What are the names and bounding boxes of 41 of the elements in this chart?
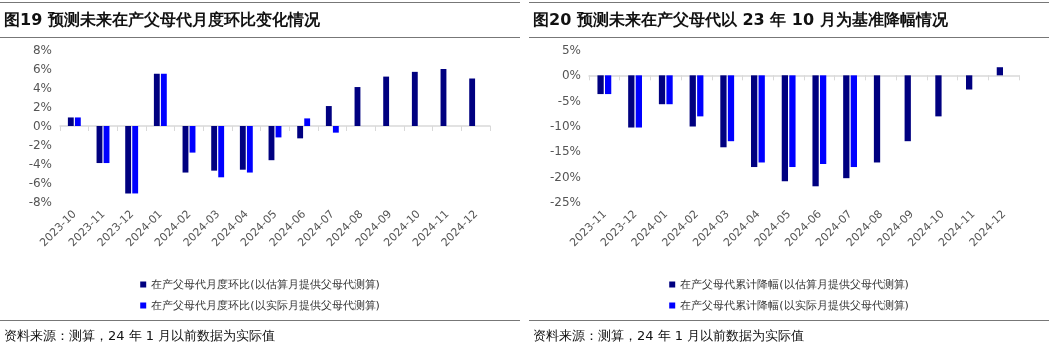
y-tick-label: 8% xyxy=(32,42,52,57)
y-tick-label: 2% xyxy=(32,99,52,114)
bar xyxy=(297,125,304,139)
bar xyxy=(153,73,160,126)
bar xyxy=(304,118,311,126)
bar xyxy=(67,117,74,126)
text: 资料来源：测算，24 年 1 月以前数据为实际值 xyxy=(533,327,806,345)
bar xyxy=(411,71,418,126)
bar xyxy=(469,78,476,126)
y-tick-label: -4% xyxy=(28,156,52,171)
bar xyxy=(332,125,339,133)
chart-title: 图20 预测未来在产父母代以 23 年 10 月为基准降幅情况 xyxy=(532,9,949,31)
bar xyxy=(125,125,132,194)
y-tick-label: -6% xyxy=(28,175,52,190)
y-tick-label: -15% xyxy=(549,144,581,159)
y-tick-label: 0% xyxy=(561,68,581,83)
bar xyxy=(239,125,246,170)
y-tick-label: -20% xyxy=(549,169,581,184)
legend-label: 在产父母代月度环比(以实际月提供父母代测算) xyxy=(151,298,380,312)
y-tick-label: -5% xyxy=(557,93,581,108)
y-tick-label: -8% xyxy=(28,194,52,209)
y-tick-label: 5% xyxy=(561,42,581,57)
y-tick-label: 6% xyxy=(32,61,52,76)
bar xyxy=(325,106,332,126)
chart-title: 图19 预测未来在产父母代月度环比变化情况 xyxy=(3,9,321,31)
y-tick-label: 4% xyxy=(32,80,52,95)
bar xyxy=(246,125,253,173)
legend-label: 在产父母代累计降幅(以估算月提供父母代测算) xyxy=(680,277,909,291)
bar xyxy=(74,117,81,126)
y-tick-label: -2% xyxy=(28,137,52,152)
bar xyxy=(160,73,167,126)
bar xyxy=(383,76,390,126)
y-tick-label: 0% xyxy=(32,118,52,133)
y-tick-label: -25% xyxy=(549,194,581,209)
bar xyxy=(211,125,218,171)
text: 资料来源：测算，24 年 1 月以前数据为实际值 xyxy=(4,327,277,345)
legend-label: 在产父母代月度环比(以估算月提供父母代测算) xyxy=(151,277,380,291)
legend-label: 在产父母代累计降幅(以实际月提供父母代测算) xyxy=(680,298,909,312)
bar xyxy=(218,125,225,178)
bar xyxy=(132,125,139,194)
y-tick-label: -10% xyxy=(549,118,581,133)
